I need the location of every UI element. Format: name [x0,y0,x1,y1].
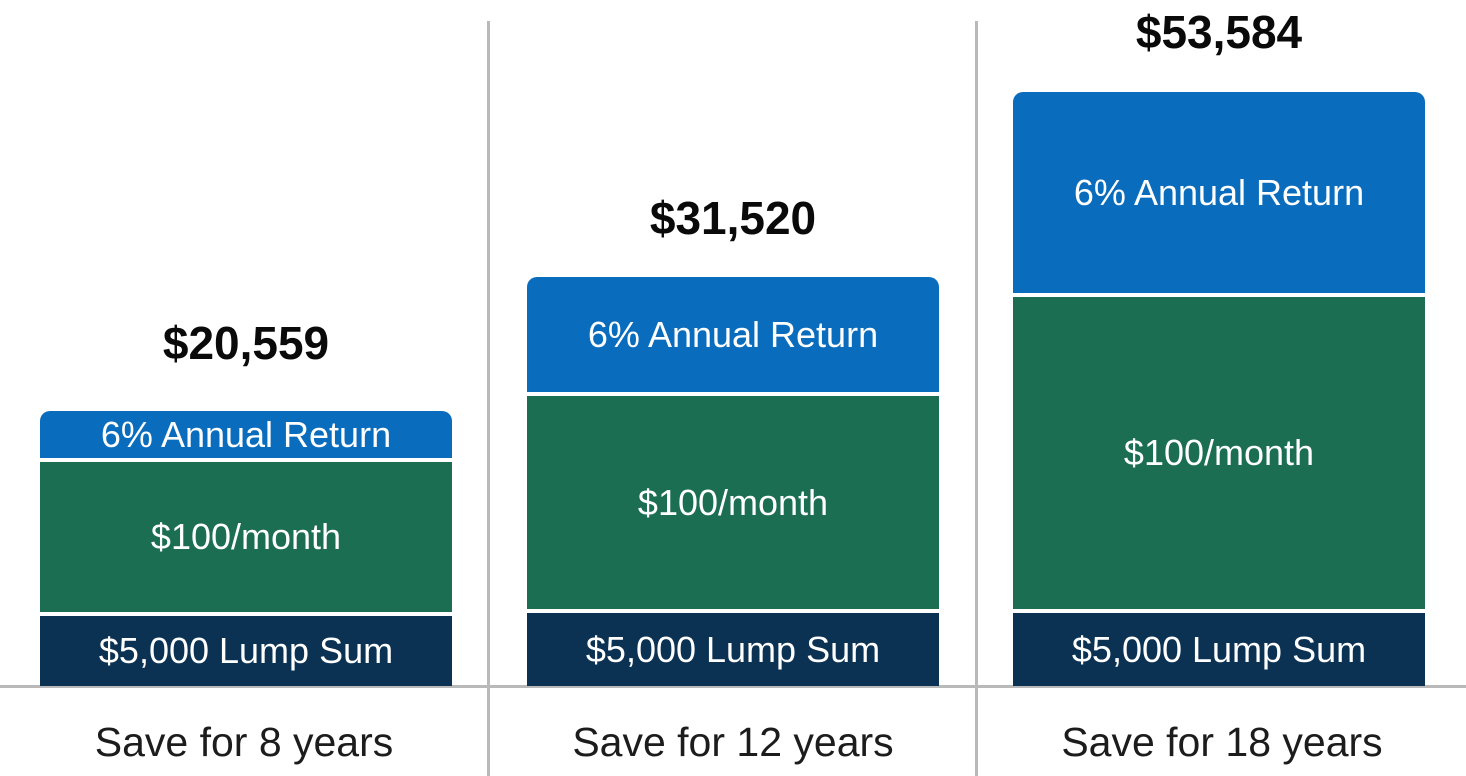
segment-annual-return-8-years: 6% Annual Return [40,411,452,458]
segment-label: $100/month [1123,432,1315,473]
segment-label: $100/month [637,481,829,523]
segment-monthly-12-years: $100/month [527,396,939,609]
segment-label: 6% Annual Return [1073,171,1365,213]
segment-lump-sum-18-years: $5,000 Lump Sum [1013,613,1425,686]
panel-divider-2 [975,21,978,776]
segment-label: $5,000 Lump Sum [1071,628,1367,670]
segment-lump-sum-12-years: $5,000 Lump Sum [527,613,939,686]
segment-label: $5,000 Lump Sum [585,628,881,670]
bar-total-18-years: $53,584 [1135,6,1303,58]
segment-annual-return-18-years: 6% Annual Return [1013,92,1425,293]
segment-label: 6% Annual Return [587,313,879,355]
category-label-18-years: Save for 18 years [1061,718,1383,765]
bar-total-8-years: $20,559 [162,317,330,369]
bar-total-12-years: $31,520 [649,192,817,244]
panel-divider-1 [487,21,490,776]
segment-monthly-18-years: $100/month [1013,297,1425,609]
segment-lump-sum-8-years: $5,000 Lump Sum [40,616,452,686]
category-label-12-years: Save for 12 years [572,718,894,765]
segment-label: 6% Annual Return [100,413,392,455]
x-axis-baseline [0,685,1466,688]
segment-annual-return-12-years: 6% Annual Return [527,277,939,392]
segment-label: $5,000 Lump Sum [98,630,394,671]
segment-label: $100/month [150,516,342,557]
segment-monthly-8-years: $100/month [40,462,452,612]
category-label-8-years: Save for 8 years [94,718,394,765]
